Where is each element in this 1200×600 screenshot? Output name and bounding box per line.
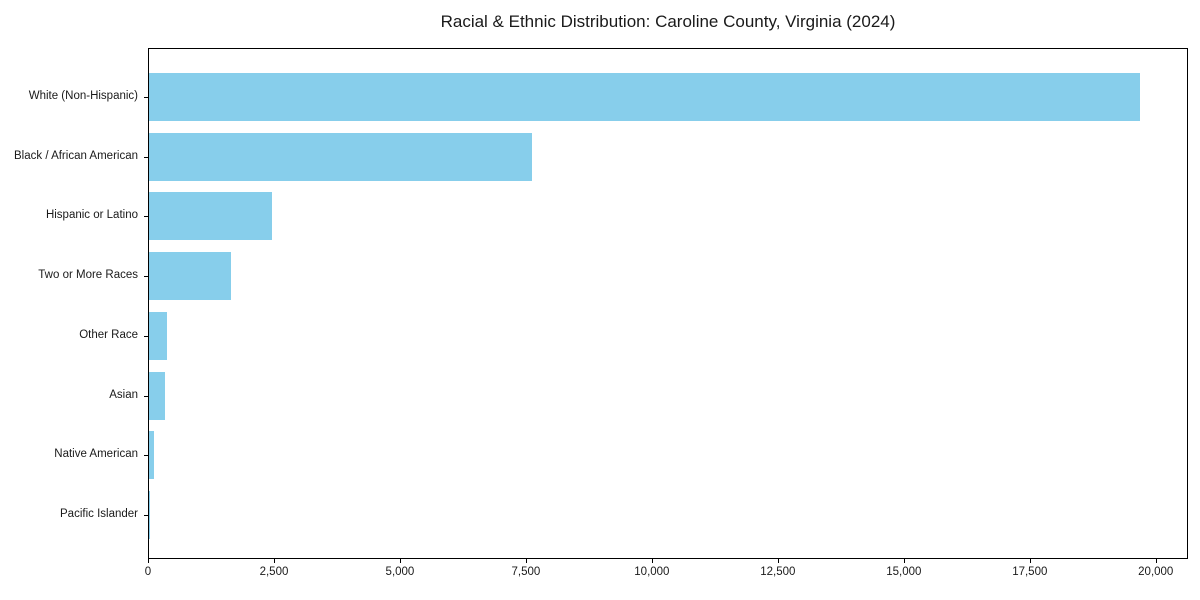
y-tick-label: White (Non-Hispanic): [28, 90, 138, 102]
x-tick-label: 20,000: [1138, 566, 1174, 578]
y-tick-label: Other Race: [79, 328, 138, 341]
x-tick: [525, 559, 527, 563]
y-tick: [144, 97, 148, 98]
x-tick-label: 15,000: [886, 566, 922, 578]
x-tick-label: 2,500: [259, 566, 289, 578]
y-tick: [144, 455, 148, 457]
x-tick-label: 0: [144, 566, 152, 578]
y-tick-label: Native American: [54, 448, 138, 461]
y-tick-label: Black / African American: [14, 149, 138, 162]
plot-area: [148, 48, 1188, 559]
x-tick: [273, 559, 275, 563]
y-tick-label: Asian: [109, 388, 138, 401]
bar: [149, 73, 1140, 121]
bar: [149, 371, 166, 420]
chart-title: Racial & Ethnic Distribution: Caroline C…: [440, 12, 896, 31]
bar: [149, 490, 150, 539]
x-tick-label: 5,000: [385, 566, 415, 578]
y-tick: [144, 156, 148, 158]
y-tick: [144, 216, 148, 218]
x-tick-label: 12,500: [760, 566, 796, 578]
bar: [149, 132, 532, 181]
x-tick-label: 7,500: [511, 566, 541, 578]
y-tick: [144, 514, 148, 516]
x-tick-label: 10,000: [634, 566, 670, 578]
x-tick: [903, 559, 905, 563]
y-tick: [144, 335, 148, 337]
x-tick-label: 17,500: [1012, 566, 1048, 578]
bar: [149, 311, 167, 360]
x-tick: [399, 559, 401, 563]
x-tick: [651, 559, 653, 563]
y-tick-label: Pacific Islander: [60, 507, 138, 520]
y-tick-label: Two or More Races: [38, 269, 138, 282]
bar: [149, 192, 273, 241]
bar: [149, 252, 232, 301]
y-tick-label: Hispanic or Latino: [45, 209, 138, 222]
y-tick: [144, 276, 148, 278]
x-tick: [1155, 559, 1157, 563]
x-tick: [1029, 559, 1031, 563]
x-tick: [148, 559, 149, 563]
y-tick: [144, 395, 148, 397]
x-tick: [777, 559, 779, 563]
bar: [149, 431, 155, 480]
